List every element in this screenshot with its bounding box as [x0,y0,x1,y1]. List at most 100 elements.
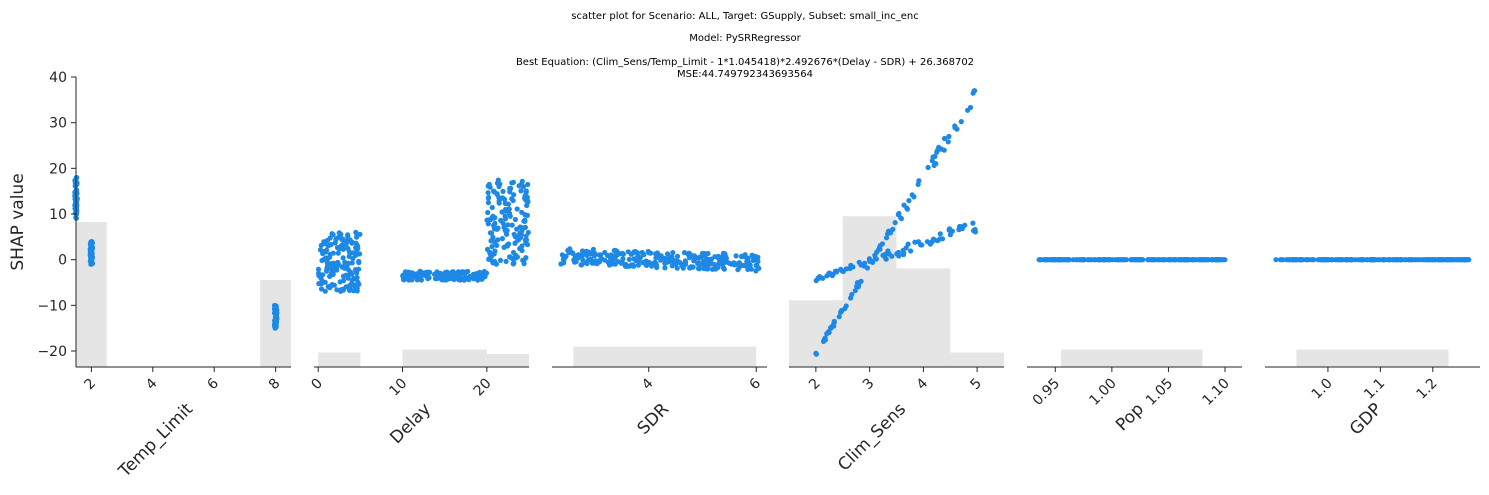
scatter-point [346,267,352,273]
panel-pop: 0.95 1.00 1.05 1.10 Pop [1027,257,1242,435]
scatter-point [354,275,360,281]
model-label: Model: PySRRegressor [689,33,801,44]
scatter-point [1171,257,1177,263]
scatter-point [580,250,586,256]
scatter-point [687,265,693,271]
scatter-point [934,147,941,153]
histogram-bar [402,349,487,367]
scatter-point [667,256,674,262]
scatter-point [880,252,886,258]
scatter-point [522,195,528,201]
scatter-point [1439,257,1445,263]
panel-temp_limit: 2 4 6 8 Temp_Limit −20 −10 0 10 20 30 40 [37,70,291,482]
scatter-point [356,281,362,287]
scatter-point [662,265,668,271]
scatter-point [512,216,519,223]
scatter-point [839,308,845,314]
x-axis-label: Delay [386,399,435,448]
scatter-point [519,243,525,249]
scatter-point [409,272,415,278]
scatter-point [315,266,322,272]
scatter-point [353,245,359,251]
scatter-point [688,252,694,258]
scatter-point [477,269,483,276]
scatter-point [735,267,741,273]
scatter-point [322,288,328,294]
scatter-point [518,234,524,241]
scatter-point [499,236,505,242]
scatter-point [423,273,429,279]
scatter-point [895,212,901,218]
scatter-point [906,198,912,204]
scatter-point [487,230,493,236]
scatter-point [1368,257,1374,263]
scatter-point [448,275,454,281]
scatter-point [1280,257,1286,263]
x-tick-label: 4 [914,375,932,393]
scatter-point [345,232,351,238]
scatter-point [753,268,759,274]
scatter-point [664,251,671,257]
scatter-point [1128,257,1134,263]
scatter-point [901,250,907,256]
mse-label: MSE:44.749792343693564 [677,69,813,80]
scatter-point [349,271,355,277]
x-tick-label: 10 [386,376,410,400]
scatter-point [618,260,625,266]
scatter-point [341,264,347,270]
x-tick-label: 1.0 [1309,376,1336,403]
panels: 2 4 6 8 Temp_Limit −20 −10 0 10 20 30 40 0 10 20 Delay 4… [37,70,1480,482]
scatter-point [318,286,325,292]
scatter-point [1061,257,1067,263]
scatter-point [489,244,495,250]
scatter-point [854,280,861,286]
scatter-point [643,258,649,264]
scatter-point [1115,257,1122,263]
scatter-point [908,248,914,254]
scatter-point [1166,257,1172,263]
scatter-point [658,253,664,259]
scatter-point [519,178,525,184]
scatter-point [330,263,336,270]
scatter-point [318,275,324,281]
scatter-point [343,272,349,278]
scatter-point [504,227,510,234]
scatter-point [569,250,575,256]
scatter-point [894,251,900,257]
scatter-point [514,206,520,212]
scatter-point [486,256,492,262]
scatter-point [316,270,322,276]
scatter-point [334,267,340,273]
scatter-point [324,257,330,263]
scatter-point [848,262,854,268]
y-axis-label: SHAP value [8,173,28,270]
scatter-point [658,257,664,263]
scatter-point [509,256,516,262]
scatter-point [510,197,516,204]
scatter-point [466,277,472,283]
scatter-point [892,220,898,226]
scatter-point [357,251,363,257]
x-axis-label: GDP [1346,399,1386,439]
scatter-point [516,183,522,189]
scatter-point [1189,257,1195,263]
scatter-point [604,252,611,259]
scatter-point [1107,257,1113,263]
scatter-point [930,154,936,160]
scatter-point [1458,257,1464,263]
histogram-bar [789,300,843,367]
scatter-point [492,248,498,254]
scatter-point [831,320,837,326]
scatter-point [612,261,618,267]
scatter-point [500,220,506,226]
scatter-point [1176,257,1182,263]
scatter-point [733,253,739,259]
scatter-point [456,277,462,283]
x-tick-label: 1.00 [1086,376,1119,409]
scatter-point [1387,257,1393,263]
scatter-point [497,181,503,187]
scatter-point [510,179,516,185]
scatter-point [502,213,508,219]
scatter-point [506,206,512,212]
scatter-point [330,271,336,277]
